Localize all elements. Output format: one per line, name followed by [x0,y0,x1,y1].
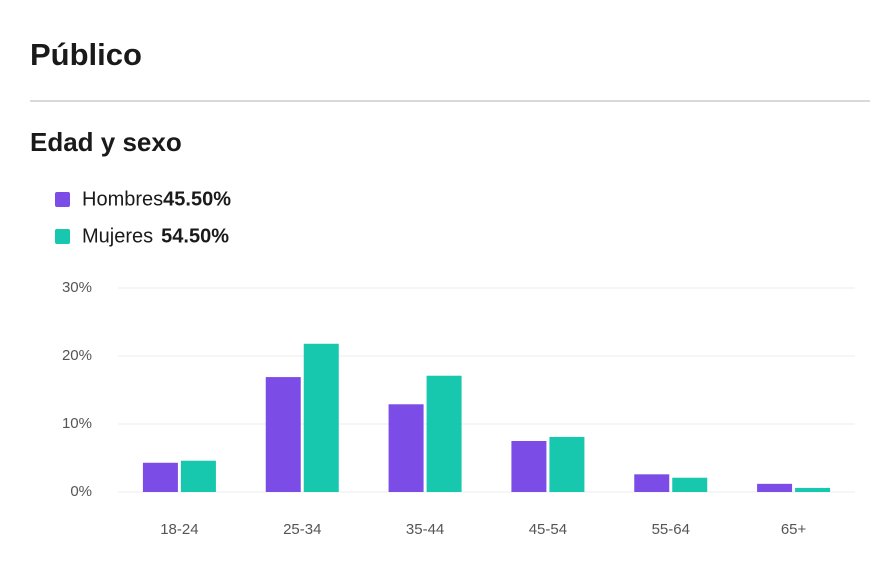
bar [757,483,793,492]
bar [426,375,462,492]
y-tick-label: 0% [70,483,92,500]
legend-swatch [55,192,70,207]
legend-label: Mujeres [82,225,153,247]
x-tick-label: 25-34 [283,521,321,538]
bar [180,460,216,492]
section-title: Edad y sexo [30,127,182,157]
bar [511,441,547,492]
bar [549,436,585,492]
bar [142,462,178,492]
x-tick-label: 55-64 [652,521,690,538]
page-title: Público [30,37,142,72]
x-tick-label: 35-44 [406,521,444,538]
bar [303,343,339,492]
bar [795,487,831,492]
x-tick-label: 18-24 [160,521,198,538]
legend-label: Hombres [82,188,163,210]
y-tick-label: 30% [62,279,92,296]
legend-swatch [55,229,70,244]
x-tick-label: 45-54 [529,521,567,538]
y-tick-label: 20% [62,347,92,364]
bar [672,477,708,492]
bar [634,474,670,492]
legend-share: 45.50% [163,188,231,210]
y-tick-label: 10% [62,415,92,432]
bar [388,404,424,492]
bar [265,377,301,492]
legend-share: 54.50% [161,225,229,247]
x-tick-label: 65+ [781,521,807,538]
